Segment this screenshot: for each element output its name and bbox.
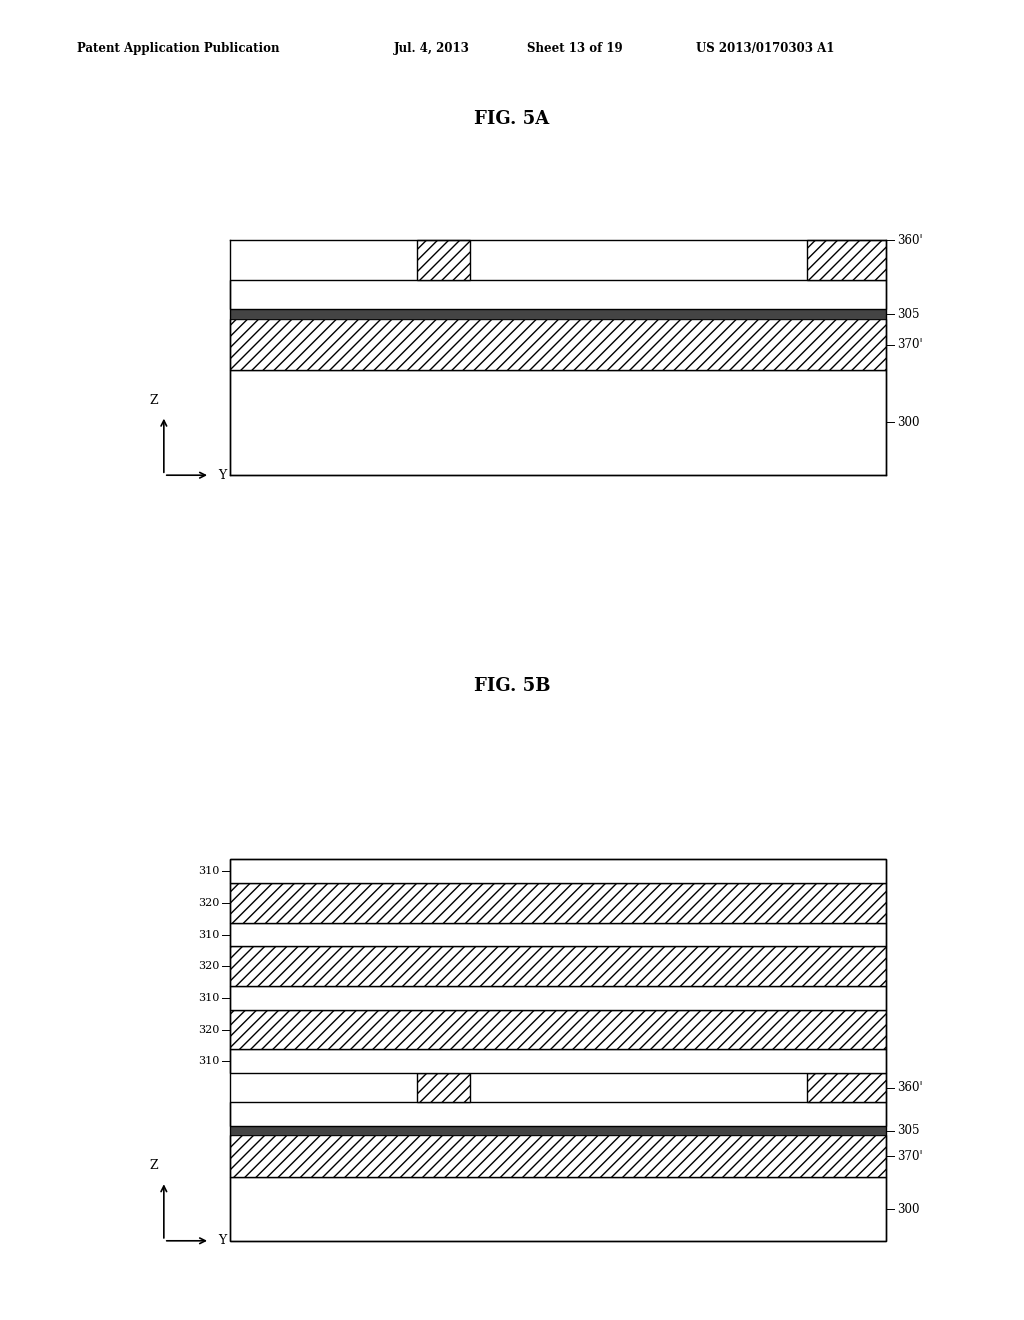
- Bar: [230, 370, 886, 475]
- Text: 360': 360': [897, 1081, 923, 1094]
- Text: 310: 310: [198, 993, 219, 1003]
- Bar: [230, 1126, 886, 1135]
- Text: Patent Application Publication: Patent Application Publication: [77, 42, 280, 55]
- Bar: [230, 1177, 886, 1241]
- Text: Y: Y: [218, 1234, 226, 1247]
- Text: 310: 310: [198, 929, 219, 940]
- Text: 305: 305: [897, 308, 920, 321]
- Text: 320: 320: [198, 898, 219, 908]
- Text: 370': 370': [897, 338, 923, 351]
- Text: Y: Y: [218, 469, 226, 482]
- Bar: [230, 1135, 886, 1177]
- Bar: [230, 1010, 886, 1049]
- Text: 360': 360': [897, 234, 923, 247]
- Text: Z: Z: [150, 393, 158, 407]
- Bar: [230, 309, 886, 319]
- Bar: [417, 240, 470, 280]
- Text: 320: 320: [198, 961, 219, 972]
- Text: FIG. 5B: FIG. 5B: [474, 677, 550, 696]
- Text: 320: 320: [198, 1024, 219, 1035]
- Bar: [230, 923, 886, 946]
- Text: FIG. 5A: FIG. 5A: [474, 110, 550, 128]
- Bar: [807, 240, 886, 280]
- Text: Z: Z: [150, 1159, 158, 1172]
- Bar: [230, 859, 886, 1241]
- Text: US 2013/0170303 A1: US 2013/0170303 A1: [696, 42, 835, 55]
- Text: 310: 310: [198, 1056, 219, 1067]
- Text: 300: 300: [897, 416, 920, 429]
- Bar: [417, 1073, 470, 1102]
- Bar: [230, 946, 886, 986]
- Text: Jul. 4, 2013: Jul. 4, 2013: [394, 42, 470, 55]
- Text: Sheet 13 of 19: Sheet 13 of 19: [527, 42, 623, 55]
- Bar: [230, 280, 886, 309]
- Bar: [230, 1049, 886, 1073]
- Bar: [230, 883, 886, 923]
- Bar: [230, 986, 886, 1010]
- Text: 300: 300: [897, 1203, 920, 1216]
- Bar: [807, 1073, 886, 1102]
- Bar: [230, 1102, 886, 1126]
- Text: 310: 310: [198, 866, 219, 876]
- Bar: [230, 859, 886, 883]
- Bar: [230, 319, 886, 370]
- Text: 305: 305: [897, 1125, 920, 1137]
- Text: 370': 370': [897, 1150, 923, 1163]
